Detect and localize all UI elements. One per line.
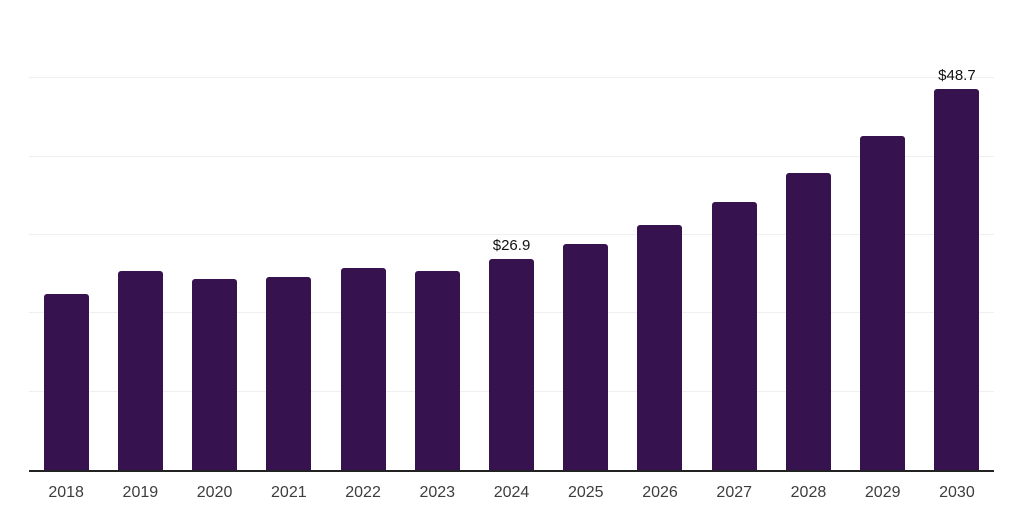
bar-2028 [785, 173, 831, 470]
plot-area: $26.9 $48.7 [29, 0, 994, 470]
bar-slot-2029 [846, 0, 920, 470]
x-tick-label-2021: 2021 [271, 484, 307, 501]
bar-slot-2027 [697, 0, 771, 470]
x-tick-label-2029: 2029 [864, 484, 901, 501]
bar-slot-2022 [326, 0, 400, 470]
x-tick-label-2018: 2018 [48, 484, 84, 501]
x-tick-label-2019: 2019 [122, 484, 159, 501]
x-tick-label-2030: 2030 [939, 484, 975, 501]
bars-row: $26.9 $48.7 [29, 0, 994, 470]
bar-2030 [934, 88, 980, 470]
bar-slot-2020 [177, 0, 251, 470]
bar-value-label-2030: $48.7 [938, 66, 976, 84]
gridline-30 [29, 234, 994, 235]
x-tick-label-2027: 2027 [716, 484, 753, 501]
x-tick-label-2022: 2022 [345, 484, 381, 501]
bar-2027 [711, 202, 757, 470]
bar-2022 [340, 267, 386, 470]
bar-slot-2019 [103, 0, 177, 470]
x-tick-label-2024: 2024 [493, 484, 530, 501]
gridline-40 [29, 155, 994, 157]
bar-value-label-2024: $26.9 [492, 237, 531, 255]
x-tick-label-2026: 2026 [642, 484, 678, 501]
bar-slot-2021 [252, 0, 326, 470]
x-axis-tick-labels: 2018 2019 2020 2021 2022 2023 2024 2025 2026 2027… [29, 483, 994, 502]
x-tick-label-2028: 2028 [790, 484, 827, 501]
bar-slot-2026 [623, 0, 697, 470]
x-tick-label-2020: 2020 [196, 484, 233, 501]
bar-2019 [117, 271, 163, 470]
bar-2029 [860, 135, 906, 470]
bar-2026 [637, 224, 683, 470]
bar-2025 [563, 243, 609, 470]
x-axis-line [29, 470, 994, 472]
bar-2018 [43, 293, 89, 470]
x-tick-label-2025: 2025 [567, 484, 604, 501]
bar-2020 [192, 278, 238, 470]
bar-slot-2018 [29, 0, 103, 470]
bar-2023 [414, 271, 460, 470]
bar-slot-2025 [549, 0, 623, 470]
bar-2024 [489, 259, 535, 470]
x-tick-label-2023: 2023 [419, 484, 456, 501]
bar-slot-2028 [771, 0, 845, 470]
bar-slot-2024: $26.9 [474, 0, 548, 470]
gridline-50 [29, 77, 994, 79]
bar-2021 [266, 277, 312, 470]
bar-slot-2030: $48.7 [920, 0, 994, 470]
bar-slot-2023 [400, 0, 474, 470]
